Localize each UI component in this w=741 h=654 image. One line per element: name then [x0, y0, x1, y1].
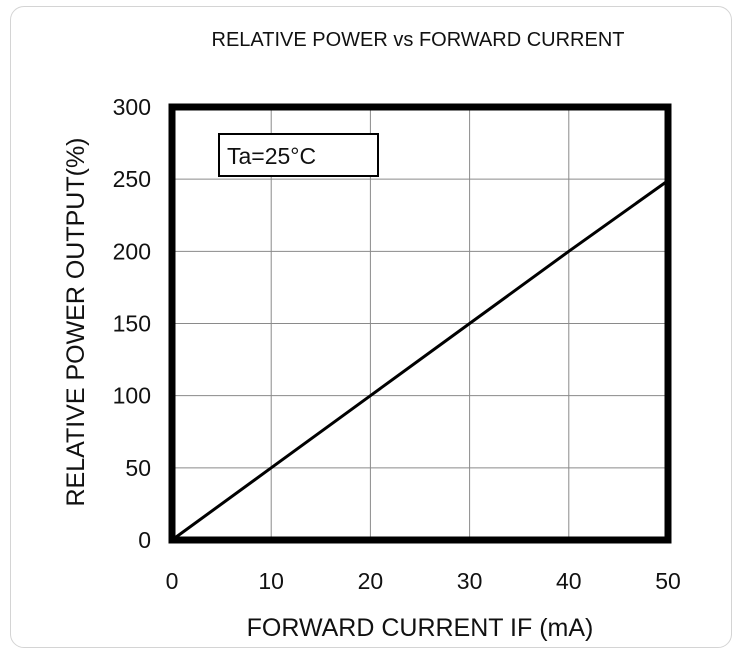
annotation-box: Ta=25°C: [218, 133, 379, 177]
x-tick-label: 40: [556, 568, 582, 594]
x-tick-label: 0: [166, 568, 179, 594]
series-line: [170, 179, 670, 542]
x-tick-label: 20: [358, 568, 384, 594]
y-tick-label: 200: [113, 238, 151, 264]
y-tick-label: 150: [113, 311, 151, 337]
x-tick-label: 30: [457, 568, 483, 594]
y-tick-label: 250: [113, 166, 151, 192]
series-group: [170, 179, 670, 542]
y-axis-label: RELATIVE POWER OUTPUT(%): [62, 137, 90, 506]
y-tick-label: 50: [125, 455, 151, 481]
x-axis-label: FORWARD CURRENT IF (mA): [247, 614, 594, 642]
annotation-label: Ta=25°C: [227, 143, 316, 169]
annotation-border: [218, 133, 379, 177]
y-tick-label: 100: [113, 383, 151, 409]
x-tick-label: 50: [655, 568, 681, 594]
y-tick-label: 0: [138, 527, 151, 553]
chart-title: RELATIVE POWER vs FORWARD CURRENT: [212, 29, 625, 51]
x-tick-labels: 0 10 20 30 40 50: [166, 568, 681, 594]
x-tick-label: 10: [258, 568, 284, 594]
plot-border: [168, 103, 672, 544]
y-tick-label: 300: [113, 94, 151, 120]
y-tick-labels: 0 50 100 150 200 250 300: [113, 94, 151, 553]
